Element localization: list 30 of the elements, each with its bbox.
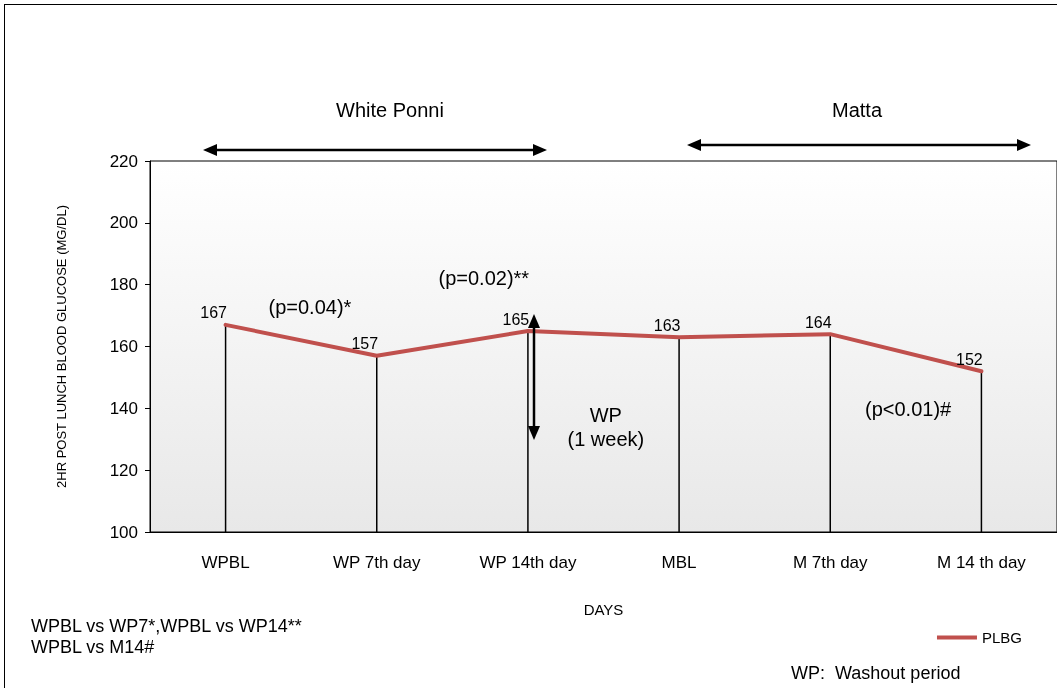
x-tick-label: M 14 th day bbox=[937, 553, 1027, 572]
data-label: 163 bbox=[653, 316, 681, 334]
y-tick-label: 200 bbox=[109, 213, 138, 233]
data-label: 167 bbox=[200, 304, 228, 322]
y-tick-label: 180 bbox=[109, 275, 138, 295]
text: WP: Washout period bbox=[791, 663, 961, 685]
x-tick-label: M 7th day bbox=[792, 553, 869, 572]
y-tick-label: 100 bbox=[109, 522, 138, 542]
annotation: WP (1 week) bbox=[567, 403, 645, 451]
x-tick-label: WP 7th day bbox=[332, 553, 422, 572]
data-label: 157 bbox=[351, 335, 379, 353]
x-tick-label: MBL bbox=[661, 553, 697, 572]
x-tick-label: WP 14th day bbox=[479, 553, 577, 572]
text: WPBL vs WP7*,WPBL vs WP14** WPBL vs M14# bbox=[31, 615, 302, 659]
y-axis-title: 2HR POST LUNCH BLOOD GLUCOSE (MG/DL) bbox=[54, 205, 69, 488]
y-tick-label: 220 bbox=[109, 151, 138, 171]
annotation: (p=0.02)** bbox=[438, 266, 530, 290]
y-tick-label: 140 bbox=[109, 398, 138, 418]
annotation: (p=0.04)* bbox=[268, 295, 352, 319]
data-label: 165 bbox=[502, 310, 530, 328]
x-tick-label: WPBL bbox=[201, 553, 250, 572]
data-label: 152 bbox=[956, 350, 983, 368]
y-tick-label: 120 bbox=[109, 460, 138, 480]
data-label: 164 bbox=[804, 313, 832, 331]
y-tick-label: 160 bbox=[109, 337, 138, 356]
legend-label: PLBG bbox=[981, 629, 1023, 646]
annotation: (p<0.01)# bbox=[865, 397, 952, 421]
text: Matta bbox=[832, 98, 883, 122]
text: White Ponni bbox=[336, 98, 444, 122]
x-axis-title: DAYS bbox=[583, 601, 624, 618]
